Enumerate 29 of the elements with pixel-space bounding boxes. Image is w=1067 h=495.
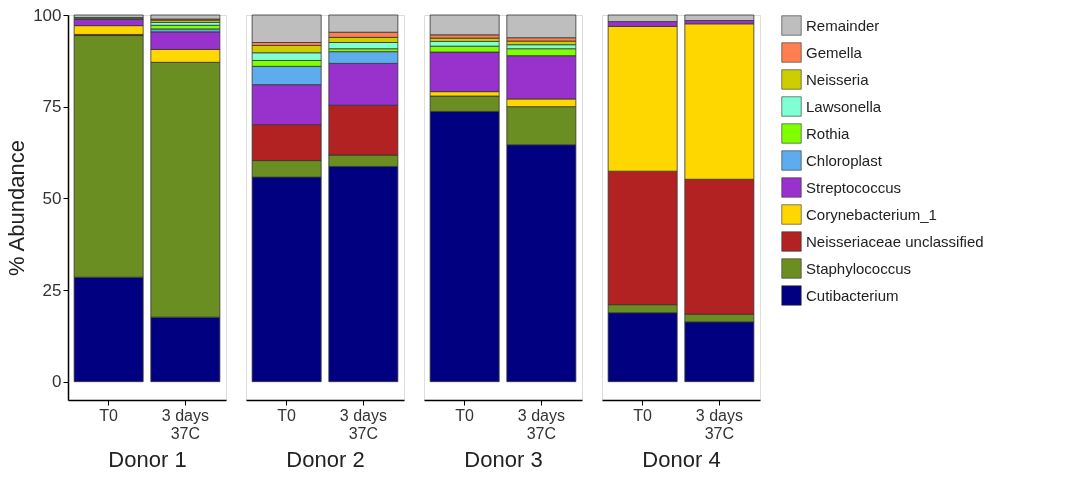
legend-label: Gemella [806,43,863,61]
legend-label: Lawsonella [806,97,882,115]
x-tick-label: 3 days 37C [161,406,209,442]
x-tick-label: T0 [633,406,653,424]
y-tick-label: 75 [42,97,62,117]
legend-label: Staphylococcus [806,259,912,277]
x-axis-title: Donor 1 [108,446,187,472]
x-tick-label: T0 [277,406,297,424]
legend-label: Rothia [806,124,851,142]
y-tick-label: 25 [42,280,62,300]
x-axis-title: Donor 3 [464,446,543,472]
x-axis-title: Donor 4 [642,446,721,472]
legend-label: Neisseriaceae unclassified [806,232,984,250]
x-tick-label: T0 [455,406,475,424]
legend-label: Streptococcus [806,178,902,196]
y-tick-label: 50 [42,188,62,208]
x-tick-label: 3 days 37C [695,406,743,442]
legend-label: Chloroplast [806,151,883,169]
x-tick-label: 3 days 37C [517,406,565,442]
x-tick-label: 3 days 37C [339,406,387,442]
legend-label: Remainder [806,16,880,34]
x-axis-title: Donor 2 [286,446,365,472]
legend-label: Neisseria [806,70,870,88]
y-axis-title: % Abundance [4,140,30,276]
legend-label: Corynebacterium_1 [806,205,937,223]
x-tick-label: T0 [99,406,119,424]
legend-label: Cutibacterium [806,286,899,304]
y-tick-label: 0 [52,372,62,392]
y-tick-label: 100 [33,5,62,25]
